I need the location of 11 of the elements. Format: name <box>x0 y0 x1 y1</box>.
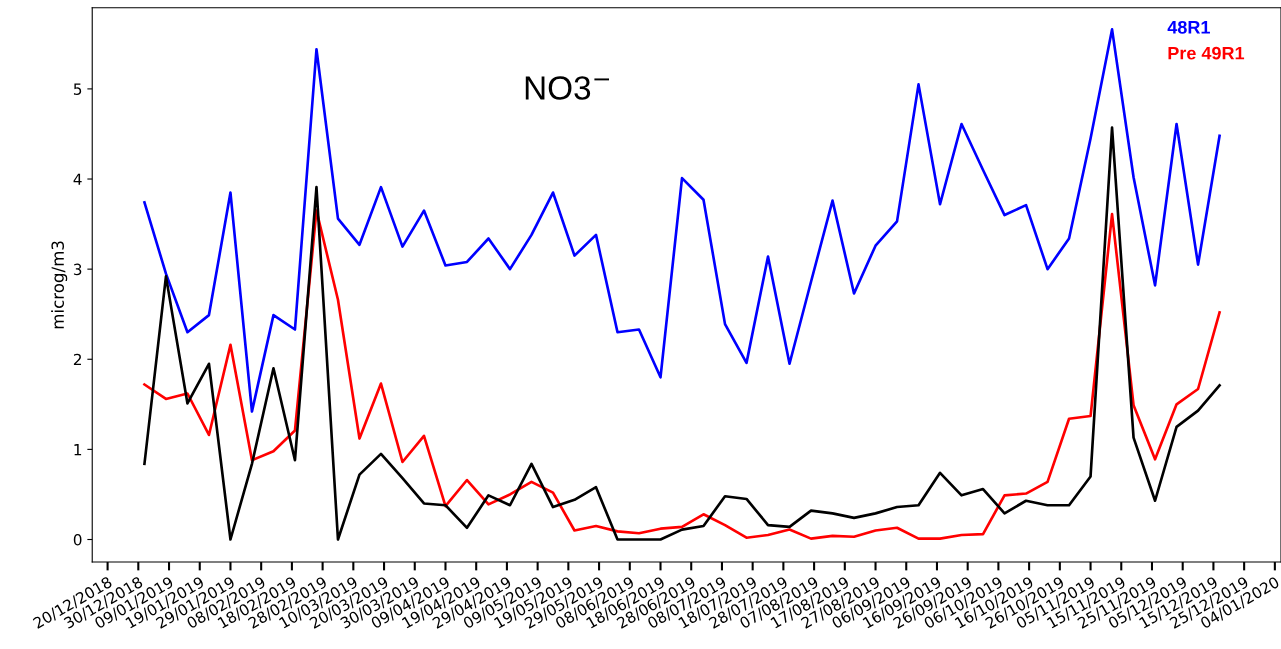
y-tick-label: 1 <box>74 444 82 456</box>
text: NO3$^{−}$ <box>525 76 610 100</box>
y-tick-label: 5 <box>73 83 82 95</box>
y-tick-label: 4 <box>73 173 82 185</box>
y-tick-label: 2 <box>73 353 81 366</box>
text: Pre 49R1 <box>1168 46 1245 60</box>
y-tick-label: 0 <box>73 533 82 546</box>
text: 48R1 <box>1167 20 1210 34</box>
y-tick-label: 3 <box>73 263 82 276</box>
y-axis-title: microg/m3 <box>51 241 68 329</box>
line-series <box>143 126 1221 541</box>
